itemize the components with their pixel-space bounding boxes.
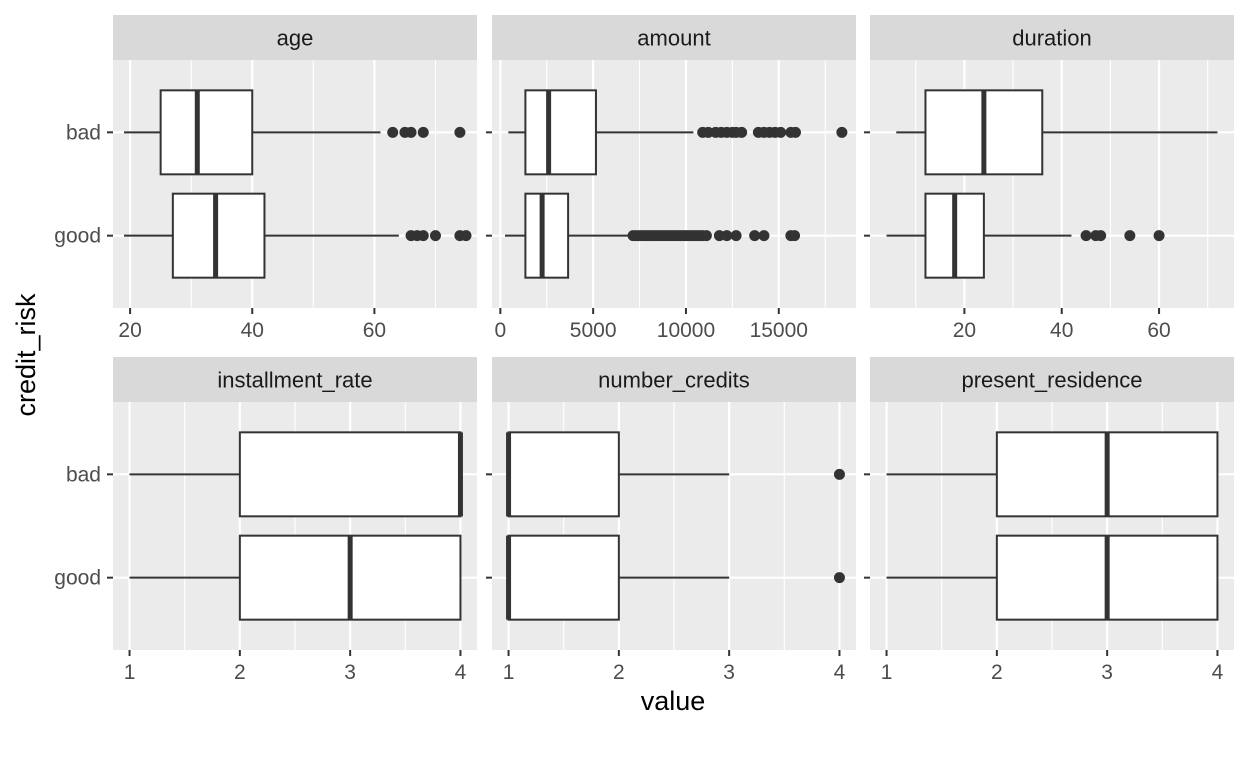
x-tick-label: 0 (495, 319, 507, 342)
outlier-point (789, 126, 801, 138)
box-bad (129, 431, 463, 518)
x-tick-label: 3 (1101, 661, 1113, 684)
facet-panel-present-residence: present_residence 1 2 3 4 (864, 357, 1234, 684)
x-tick-label: 60 (1147, 319, 1170, 342)
box-bad (896, 89, 1218, 176)
facet-panel-number-credits: number_credits 1 2 3 4 (486, 357, 856, 684)
box-iqr (507, 534, 620, 621)
facet-strip-label: number_credits (598, 368, 750, 393)
facet-strip-label: present_residence (961, 368, 1142, 393)
x-tick-label: 2 (991, 661, 1003, 684)
x-tick-label: 3 (344, 661, 356, 684)
x-tick-label: 10000 (657, 319, 715, 342)
outlier-point (730, 230, 742, 242)
box-good (504, 192, 801, 279)
y-tick-label: good (54, 225, 101, 248)
facet-panel-age: age bad good 20 40 60 (54, 15, 477, 342)
x-tick-label: 1 (124, 661, 136, 684)
x-tick-label: 20 (118, 319, 141, 342)
outlier-point (405, 126, 417, 138)
box-iqr (159, 89, 254, 176)
box-iqr (524, 192, 570, 279)
outlier-point (749, 230, 761, 242)
x-tick-label: 3 (723, 661, 735, 684)
outlier-point (836, 126, 848, 138)
box-iqr (238, 431, 462, 518)
outlier-point (833, 468, 845, 480)
outlier-point (417, 126, 429, 138)
facet-strip (492, 15, 856, 60)
outlier-point (700, 230, 712, 242)
y-tick-label: bad (66, 121, 101, 144)
y-axis-title: credit_risk (11, 293, 41, 417)
y-tick-label: good (54, 567, 101, 590)
x-tick-label: 40 (1050, 319, 1073, 342)
box-iqr (171, 192, 266, 279)
box-good (129, 534, 462, 621)
facet-strip (492, 357, 856, 402)
box-iqr (524, 89, 597, 176)
outlier-point (429, 230, 441, 242)
box-good (123, 192, 472, 279)
x-tick-label: 4 (455, 661, 467, 684)
facet-strip-label: age (277, 26, 314, 51)
box-bad (508, 89, 848, 176)
facet-strip (870, 357, 1234, 402)
facet-strip-label: amount (637, 26, 710, 51)
x-tick-label: 1 (881, 661, 893, 684)
outlier-point (775, 126, 787, 138)
x-tick-label: 40 (241, 319, 264, 342)
facet-strip (113, 15, 477, 60)
facet-strip (113, 357, 477, 402)
outlier-point (1080, 230, 1092, 242)
outlier-point (736, 126, 748, 138)
box-good (886, 192, 1165, 279)
box-good (506, 534, 845, 621)
x-tick-label: 4 (834, 661, 846, 684)
x-tick-label: 2 (234, 661, 246, 684)
facet-panel-duration: duration 20 40 60 (864, 15, 1234, 342)
box-bad (123, 89, 466, 176)
x-tick-label: 15000 (750, 319, 808, 342)
box-bad (506, 431, 845, 518)
outlier-point (454, 126, 466, 138)
box-bad (886, 431, 1219, 518)
x-tick-label: 20 (953, 319, 976, 342)
x-tick-label: 2 (613, 661, 625, 684)
outlier-point (758, 230, 770, 242)
outlier-point (833, 572, 845, 584)
x-tick-label: 1 (503, 661, 515, 684)
facet-strip-label: installment_rate (217, 368, 372, 393)
outlier-point (417, 230, 429, 242)
outlier-point (1153, 230, 1165, 242)
facet-strip (870, 15, 1234, 60)
x-tick-label: 5000 (570, 319, 617, 342)
x-tick-label: 60 (363, 319, 386, 342)
x-axis-title: value (641, 686, 706, 716)
facet-panel-amount: amount 0 5000 10000 15000 (486, 15, 856, 342)
outlier-point (789, 230, 801, 242)
outlier-point (721, 230, 733, 242)
outlier-point (1095, 230, 1107, 242)
facet-panels: age bad good 20 40 60 amount 0 5000 10000 15000 dur… (54, 15, 1234, 684)
box-iqr (507, 431, 620, 518)
outlier-point (460, 230, 472, 242)
outlier-point (387, 126, 399, 138)
y-tick-label: bad (66, 463, 101, 486)
facet-strip-label: duration (1012, 26, 1092, 51)
box-good (886, 534, 1219, 621)
x-tick-label: 4 (1212, 661, 1224, 684)
outlier-point (1124, 230, 1136, 242)
